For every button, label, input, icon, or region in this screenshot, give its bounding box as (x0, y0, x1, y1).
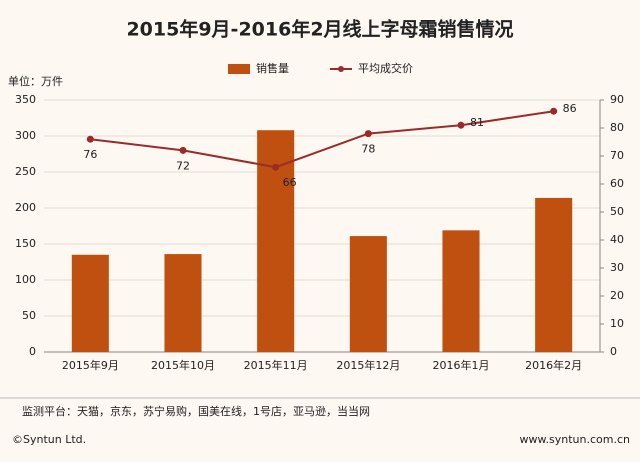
x-tick-label: 2016年2月 (525, 358, 582, 372)
y-tick-label: 300 (15, 129, 36, 142)
legend-swatch (338, 66, 344, 72)
line-point (457, 121, 465, 129)
bar (535, 197, 573, 352)
line (90, 110, 554, 169)
y2-tick-label: 90 (610, 93, 624, 106)
y2-tick-label: 80 (610, 121, 624, 134)
line-point (364, 130, 372, 138)
y-tick-label: 200 (15, 201, 36, 214)
line-point (550, 107, 558, 115)
website: www.syntun.com.cn (520, 433, 630, 446)
bar (442, 230, 480, 352)
y2-tick-label: 50 (610, 205, 624, 218)
data-label: 76 (83, 148, 97, 161)
x-tick-label: 2016年1月 (433, 358, 490, 372)
data-label: 72 (176, 159, 190, 172)
source-note: 监测平台：天猫，京东，苏宁易购，国美在线，1号店，亚马逊，当当网 (22, 404, 370, 418)
y-tick-label: 50 (22, 309, 36, 322)
line-point (86, 135, 94, 143)
y2-tick-label: 40 (610, 233, 624, 246)
x-tick-label: 2015年10月 (151, 358, 215, 372)
bar (164, 254, 202, 352)
line-point (179, 146, 187, 154)
data-label: 81 (470, 116, 484, 129)
x-tick-label: 2015年11月 (244, 358, 308, 372)
bar (349, 236, 387, 352)
y-tick-label: 350 (15, 93, 36, 106)
y-tick-label: 0 (29, 345, 36, 358)
data-label: 66 (283, 176, 297, 189)
y2-tick-label: 0 (610, 345, 617, 358)
legend-label: 平均成交价 (358, 61, 413, 75)
line-point (272, 163, 280, 171)
y-axis-label: 单位：万件 (8, 74, 63, 88)
y2-tick-label: 10 (610, 317, 624, 330)
data-label: 86 (563, 102, 577, 115)
y-tick-label: 150 (15, 237, 36, 250)
y2-tick-label: 70 (610, 149, 624, 162)
y2-tick-label: 30 (610, 261, 624, 274)
bar (71, 254, 109, 352)
y-tick-label: 250 (15, 165, 36, 178)
copyright: ©Syntun Ltd. (12, 433, 86, 446)
data-label: 78 (361, 143, 375, 156)
y2-tick-label: 60 (610, 177, 624, 190)
legend-label: 销售量 (256, 61, 289, 75)
x-tick-label: 2015年9月 (62, 358, 119, 372)
legend-swatch (228, 64, 250, 74)
x-tick-label: 2015年12月 (336, 358, 400, 372)
chart-title: 2015年9月-2016年2月线上字母霜销售情况 (126, 18, 513, 41)
y2-tick-label: 20 (610, 289, 624, 302)
y-tick-label: 100 (15, 273, 36, 286)
